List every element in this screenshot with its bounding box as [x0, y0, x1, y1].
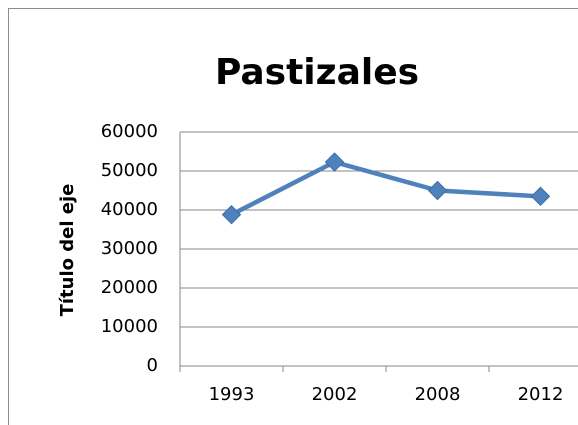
y-tick-label: 10000	[101, 316, 158, 337]
y-tick-label: 40000	[101, 199, 158, 220]
y-tick-label: 0	[147, 355, 158, 376]
data-point	[221, 204, 242, 225]
y-tick-label: 60000	[101, 121, 158, 142]
x-tick-label: 2008	[415, 384, 461, 405]
chart-border	[8, 8, 578, 425]
data-point	[427, 180, 448, 201]
data-point	[324, 152, 345, 172]
y-axis-label: Título del eje	[57, 184, 78, 317]
y-tick-label: 50000	[101, 160, 158, 181]
chart-title: Pastizales	[215, 52, 419, 93]
x-tick-label: 2012	[518, 384, 564, 405]
y-tick-label: 20000	[101, 277, 158, 298]
data-point	[530, 186, 551, 207]
x-tick-label: 2002	[312, 384, 358, 405]
y-tick-label: 30000	[101, 238, 158, 259]
data-line	[230, 159, 541, 217]
x-tick-label: 1993	[209, 384, 255, 405]
